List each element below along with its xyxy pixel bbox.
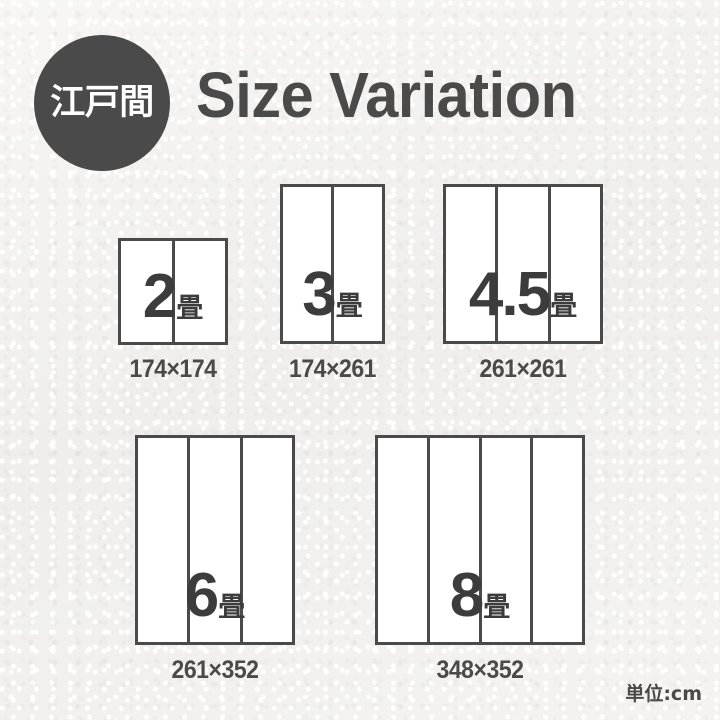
- mat-panel: [551, 187, 600, 341]
- room-diagram-6jo: [135, 435, 295, 645]
- room-diagram-45jo: [443, 184, 603, 344]
- dimension-label-2jo: 174×174: [129, 355, 217, 383]
- room-cell-45jo: 4.5 畳 261×261: [443, 184, 603, 384]
- mat-panel: [121, 241, 175, 342]
- header: 江戸間 Size Variation: [0, 0, 720, 180]
- room-diagram-2jo: [118, 238, 228, 345]
- room-diagram-8jo: [375, 435, 585, 645]
- room-diagram-3jo: [280, 184, 385, 344]
- dimension-label-3jo: 174×261: [289, 355, 376, 383]
- mat-panel: [175, 241, 226, 342]
- mat-panel: [446, 187, 499, 341]
- page-title: Size Variation: [196, 59, 577, 131]
- dimension-label-8jo: 348×352: [436, 656, 524, 684]
- tatami-standard-badge: 江戸間: [34, 35, 170, 171]
- mat-panel: [190, 438, 243, 642]
- badge-label: 江戸間: [50, 82, 154, 123]
- mat-panel: [138, 438, 191, 642]
- mat-panel: [283, 187, 334, 341]
- mat-panel: [430, 438, 482, 642]
- mat-panel: [243, 438, 292, 642]
- dimension-label-6jo: 261×352: [171, 656, 259, 684]
- mat-panel: [533, 438, 582, 642]
- mat-panel: [482, 438, 534, 642]
- mat-panel: [334, 187, 382, 341]
- mat-panel: [498, 187, 551, 341]
- unit-note: 単位:cm: [625, 683, 702, 705]
- mat-panel: [378, 438, 430, 642]
- dimension-label-45jo: 261×261: [479, 355, 567, 383]
